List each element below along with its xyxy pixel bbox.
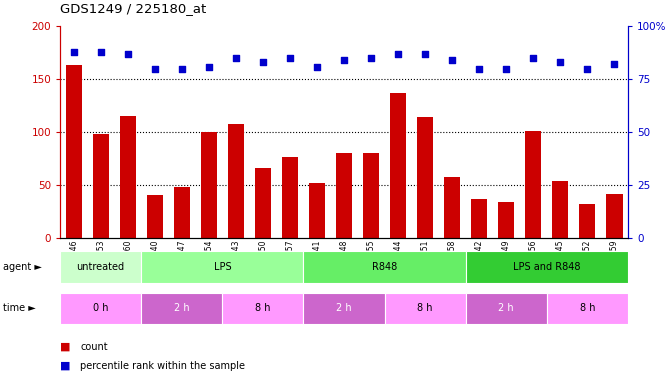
Point	[312, 63, 323, 69]
Point	[285, 55, 295, 61]
Point	[555, 59, 566, 65]
Point	[176, 66, 187, 72]
Text: agent ►: agent ►	[3, 262, 42, 272]
Bar	[471, 199, 488, 238]
Bar	[552, 181, 568, 238]
Text: 2 h: 2 h	[498, 303, 514, 313]
Point	[339, 57, 349, 63]
Point	[150, 66, 160, 72]
Text: GDS1249 / 225180_at: GDS1249 / 225180_at	[60, 2, 206, 15]
Point	[122, 51, 133, 57]
Bar	[174, 187, 190, 238]
Point	[447, 57, 458, 63]
Point	[609, 62, 620, 68]
Bar	[60, 251, 141, 283]
Bar	[65, 66, 81, 238]
Point	[365, 55, 376, 61]
Text: 8 h: 8 h	[255, 303, 271, 313]
Bar	[417, 117, 434, 238]
Text: ■: ■	[60, 342, 71, 352]
Bar	[336, 153, 352, 238]
Bar	[141, 292, 222, 324]
Text: LPS and R848: LPS and R848	[513, 262, 580, 272]
Point	[420, 51, 430, 57]
Bar	[579, 204, 595, 238]
Bar	[498, 202, 514, 238]
Text: percentile rank within the sample: percentile rank within the sample	[80, 361, 245, 370]
Bar	[363, 153, 379, 238]
Point	[474, 66, 484, 72]
Bar	[200, 132, 217, 238]
Bar	[385, 292, 466, 324]
Bar	[228, 124, 244, 238]
Text: 2 h: 2 h	[336, 303, 352, 313]
Text: R848: R848	[372, 262, 397, 272]
Bar	[466, 292, 547, 324]
Bar	[282, 156, 298, 238]
Point	[96, 49, 106, 55]
Text: LPS: LPS	[214, 262, 231, 272]
Point	[230, 55, 241, 61]
Point	[582, 66, 593, 72]
Bar	[60, 292, 141, 324]
Bar	[525, 131, 541, 238]
Bar	[120, 116, 136, 238]
Bar	[93, 134, 109, 238]
Text: ■: ■	[60, 361, 71, 370]
Text: count: count	[80, 342, 108, 352]
Bar	[390, 93, 406, 238]
Bar	[222, 292, 303, 324]
Point	[501, 66, 512, 72]
Bar	[309, 183, 325, 238]
Bar	[147, 195, 163, 238]
Point	[204, 63, 214, 69]
Text: time ►: time ►	[3, 303, 36, 313]
Point	[528, 55, 538, 61]
Bar	[607, 194, 623, 238]
Bar	[303, 251, 466, 283]
Bar	[255, 168, 271, 238]
Text: 8 h: 8 h	[580, 303, 595, 313]
Bar	[444, 177, 460, 238]
Text: 8 h: 8 h	[418, 303, 433, 313]
Bar	[547, 292, 628, 324]
Point	[258, 59, 269, 65]
Text: 2 h: 2 h	[174, 303, 190, 313]
Bar	[141, 251, 303, 283]
Point	[68, 49, 79, 55]
Point	[393, 51, 403, 57]
Text: 0 h: 0 h	[93, 303, 108, 313]
Bar	[466, 251, 628, 283]
Text: untreated: untreated	[77, 262, 125, 272]
Bar	[303, 292, 385, 324]
